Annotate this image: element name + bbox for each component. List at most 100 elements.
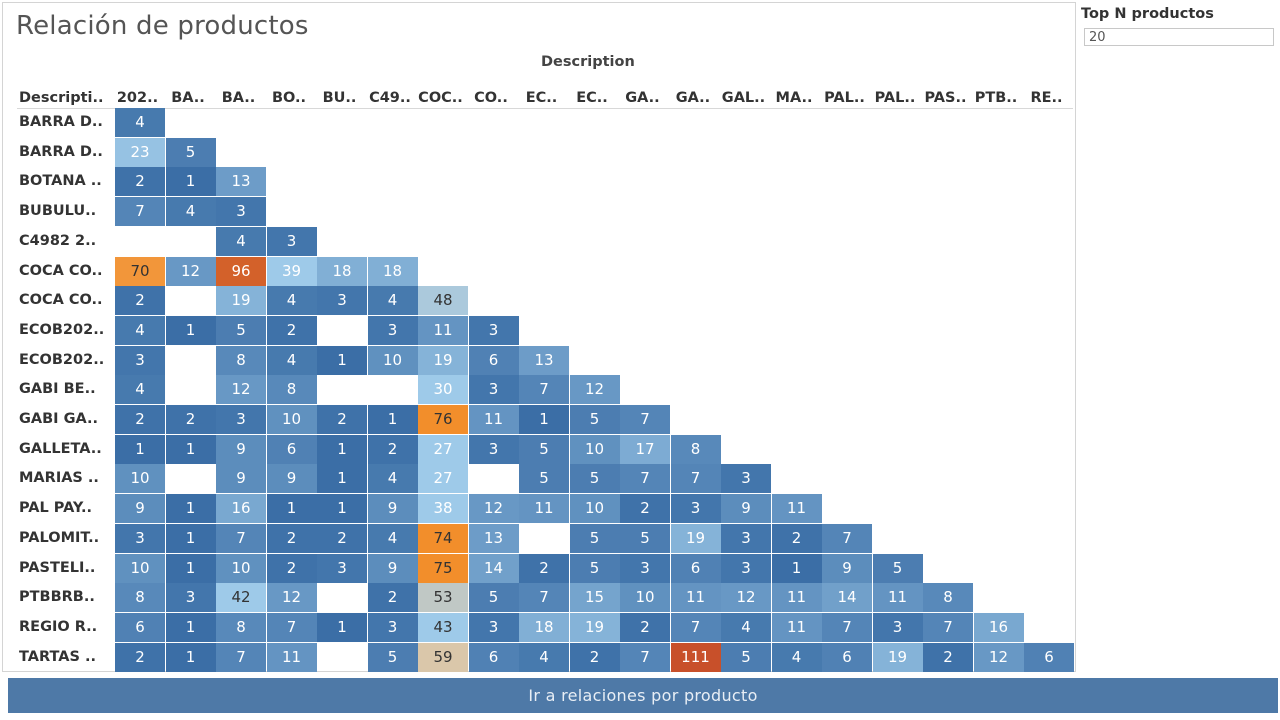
heatmap-cell[interactable]: 1 xyxy=(165,612,216,642)
heatmap-cell[interactable]: 6 xyxy=(1024,642,1074,672)
heatmap-cell[interactable]: 6 xyxy=(266,434,317,464)
heatmap-cell[interactable]: 3 xyxy=(216,197,266,227)
heatmap-cell[interactable]: 4 xyxy=(721,612,771,642)
heatmap-cell[interactable]: 9 xyxy=(367,553,418,583)
heatmap-cell[interactable]: 12 xyxy=(165,256,216,286)
heatmap-cell[interactable]: 70 xyxy=(115,256,165,286)
heatmap-cell[interactable]: 3 xyxy=(266,226,317,256)
heatmap-cell[interactable]: 6 xyxy=(468,642,519,672)
heatmap-cell[interactable]: 4 xyxy=(115,375,165,405)
heatmap-cell[interactable]: 18 xyxy=(317,256,367,286)
heatmap-cell[interactable]: 5 xyxy=(519,464,569,494)
heatmap-cell[interactable]: 1 xyxy=(115,434,165,464)
heatmap-cell[interactable]: 10 xyxy=(569,434,620,464)
heatmap-cell[interactable]: 11 xyxy=(468,405,519,434)
heatmap-cell[interactable]: 3 xyxy=(115,345,165,375)
heatmap-cell[interactable]: 12 xyxy=(468,494,519,524)
heatmap-cell[interactable]: 4 xyxy=(367,286,418,316)
heatmap-cell[interactable]: 5 xyxy=(620,523,670,553)
heatmap-cell[interactable]: 8 xyxy=(216,345,266,375)
heatmap-cell[interactable]: 12 xyxy=(216,375,266,405)
heatmap-cell[interactable]: 1 xyxy=(367,405,418,434)
heatmap-cell[interactable]: 5 xyxy=(569,464,620,494)
heatmap-cell[interactable]: 3 xyxy=(468,315,519,345)
heatmap-cell[interactable]: 27 xyxy=(418,464,468,494)
heatmap-cell[interactable]: 17 xyxy=(620,434,670,464)
heatmap-cell[interactable]: 18 xyxy=(519,612,569,642)
heatmap-cell[interactable]: 5 xyxy=(569,405,620,434)
heatmap-cell[interactable]: 2 xyxy=(923,642,973,672)
heatmap-cell[interactable]: 2 xyxy=(115,167,165,197)
heatmap-cell[interactable]: 12 xyxy=(973,642,1024,672)
heatmap-cell[interactable]: 23 xyxy=(115,137,165,167)
heatmap-cell[interactable]: 11 xyxy=(771,583,822,613)
heatmap-cell[interactable]: 4 xyxy=(165,197,216,227)
heatmap-cell[interactable]: 11 xyxy=(418,315,468,345)
heatmap-cell[interactable]: 75 xyxy=(418,553,468,583)
heatmap-cell[interactable]: 7 xyxy=(115,197,165,227)
heatmap-cell[interactable]: 5 xyxy=(519,434,569,464)
heatmap-cell[interactable]: 30 xyxy=(418,375,468,405)
heatmap-cell[interactable]: 27 xyxy=(418,434,468,464)
heatmap-cell[interactable]: 12 xyxy=(721,583,771,613)
heatmap-cell[interactable]: 7 xyxy=(266,612,317,642)
heatmap-cell[interactable]: 7 xyxy=(670,464,721,494)
heatmap-cell[interactable]: 1 xyxy=(165,523,216,553)
heatmap-cell[interactable]: 4 xyxy=(216,226,266,256)
heatmap-cell[interactable]: 6 xyxy=(468,345,519,375)
heatmap-cell[interactable]: 5 xyxy=(165,137,216,167)
heatmap-cell[interactable]: 2 xyxy=(115,286,165,316)
heatmap-cell[interactable]: 6 xyxy=(822,642,872,672)
heatmap-cell[interactable]: 13 xyxy=(468,523,519,553)
heatmap-cell[interactable]: 10 xyxy=(216,553,266,583)
heatmap-cell[interactable]: 3 xyxy=(165,583,216,613)
heatmap-cell[interactable]: 3 xyxy=(721,464,771,494)
heatmap-cell[interactable]: 4 xyxy=(266,345,317,375)
heatmap-cell[interactable]: 7 xyxy=(822,612,872,642)
heatmap-cell[interactable]: 1 xyxy=(165,315,216,345)
heatmap-cell[interactable]: 7 xyxy=(670,612,721,642)
heatmap-cell[interactable]: 10 xyxy=(266,405,317,434)
heatmap-cell[interactable]: 2 xyxy=(165,405,216,434)
heatmap-cell[interactable]: 43 xyxy=(418,612,468,642)
heatmap-cell[interactable]: 2 xyxy=(620,494,670,524)
heatmap-cell[interactable]: 4 xyxy=(115,108,165,137)
heatmap-cell[interactable]: 8 xyxy=(670,434,721,464)
heatmap-cell[interactable]: 9 xyxy=(721,494,771,524)
heatmap-cell[interactable]: 3 xyxy=(468,434,519,464)
heatmap-cell[interactable]: 3 xyxy=(317,553,367,583)
heatmap-cell[interactable]: 4 xyxy=(367,464,418,494)
relations-by-product-button[interactable]: Ir a relaciones por producto xyxy=(8,678,1278,713)
heatmap-cell[interactable]: 9 xyxy=(367,494,418,524)
heatmap-cell[interactable]: 9 xyxy=(822,553,872,583)
heatmap-cell[interactable]: 3 xyxy=(721,523,771,553)
heatmap-cell[interactable]: 2 xyxy=(266,553,317,583)
heatmap-cell[interactable]: 19 xyxy=(872,642,923,672)
heatmap-cell[interactable]: 7 xyxy=(519,375,569,405)
heatmap-cell[interactable]: 19 xyxy=(418,345,468,375)
heatmap-cell[interactable]: 3 xyxy=(367,612,418,642)
heatmap-cell[interactable]: 48 xyxy=(418,286,468,316)
heatmap-cell[interactable]: 74 xyxy=(418,523,468,553)
heatmap-cell[interactable]: 9 xyxy=(216,464,266,494)
heatmap-cell[interactable]: 2 xyxy=(317,405,367,434)
heatmap-cell[interactable]: 13 xyxy=(216,167,266,197)
heatmap-cell[interactable]: 7 xyxy=(216,642,266,672)
heatmap-cell[interactable]: 10 xyxy=(620,583,670,613)
heatmap-cell[interactable]: 2 xyxy=(620,612,670,642)
heatmap-cell[interactable]: 5 xyxy=(721,642,771,672)
heatmap-cell[interactable]: 7 xyxy=(822,523,872,553)
heatmap-cell[interactable]: 3 xyxy=(367,315,418,345)
heatmap-cell[interactable]: 10 xyxy=(115,464,165,494)
heatmap-cell[interactable]: 6 xyxy=(670,553,721,583)
heatmap-cell[interactable]: 4 xyxy=(266,286,317,316)
heatmap-cell[interactable]: 1 xyxy=(519,405,569,434)
heatmap-cell[interactable]: 5 xyxy=(569,553,620,583)
heatmap-cell[interactable]: 3 xyxy=(317,286,367,316)
heatmap-cell[interactable]: 19 xyxy=(216,286,266,316)
heatmap-cell[interactable]: 11 xyxy=(266,642,317,672)
heatmap-cell[interactable]: 111 xyxy=(670,642,721,672)
heatmap-cell[interactable]: 15 xyxy=(569,583,620,613)
heatmap-cell[interactable]: 1 xyxy=(317,464,367,494)
heatmap-cell[interactable]: 3 xyxy=(216,405,266,434)
